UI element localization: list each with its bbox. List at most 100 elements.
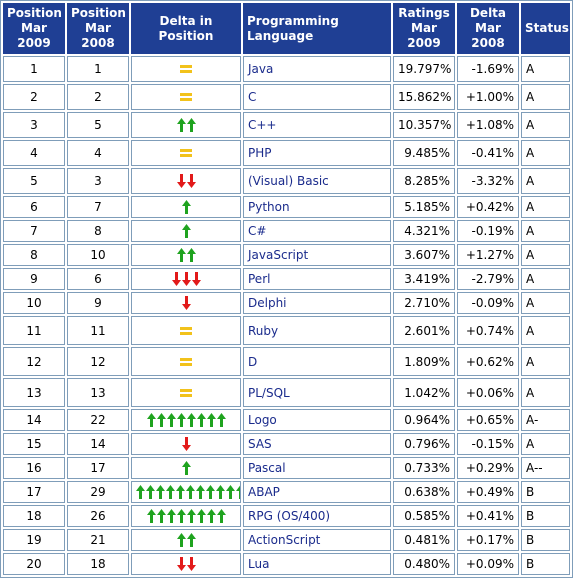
cell-delta-in-position — [131, 56, 241, 82]
cell-language[interactable]: RPG (OS/400) — [243, 505, 391, 527]
arrow-up-icon — [176, 485, 185, 500]
arrow-up-icon — [181, 200, 191, 215]
cell-ratings: 1.042% — [393, 378, 455, 407]
cell-ratings: 10.357% — [393, 112, 455, 138]
cell-delta-in-position — [131, 347, 241, 376]
cell-ratings: 0.480% — [393, 553, 455, 575]
arrows-up-group — [181, 200, 191, 215]
arrow-up-icon — [136, 485, 145, 500]
arrow-up-icon — [181, 461, 191, 476]
cell-language[interactable]: C — [243, 84, 391, 110]
arrows-up-group — [146, 509, 226, 524]
cell-delta: +0.17% — [457, 529, 519, 551]
table-row: 8 10 JavaScript 3.607% +1.27% A — [3, 244, 570, 266]
arrow-up-icon — [176, 509, 186, 524]
table-row: 1 1 Java 19.797% -1.69% A — [3, 56, 570, 82]
cell-language[interactable]: C# — [243, 220, 391, 242]
cell-language[interactable]: PHP — [243, 140, 391, 166]
cell-language[interactable]: Perl — [243, 268, 391, 290]
cell-language[interactable]: Delphi — [243, 292, 391, 314]
table-row: 11 11 Ruby 2.601% +0.74% A — [3, 316, 570, 345]
arrow-down-icon — [176, 557, 186, 572]
cell-language[interactable]: Java — [243, 56, 391, 82]
cell-position-2009: 9 — [3, 268, 65, 290]
arrows-up-group — [176, 533, 196, 548]
cell-language[interactable]: JavaScript — [243, 244, 391, 266]
cell-status: A-- — [521, 457, 570, 479]
table-row: 10 9 Delphi 2.710% -0.09% A — [3, 292, 570, 314]
equal-icon — [180, 357, 192, 366]
cell-language[interactable]: PL/SQL — [243, 378, 391, 407]
cell-position-2008: 8 — [67, 220, 129, 242]
arrows-up-group — [181, 224, 191, 239]
cell-position-2009: 6 — [3, 196, 65, 218]
cell-position-2009: 5 — [3, 168, 65, 194]
cell-language[interactable]: ActionScript — [243, 529, 391, 551]
cell-position-2008: 18 — [67, 553, 129, 575]
arrow-up-icon — [176, 533, 186, 548]
arrows-up-group — [146, 413, 226, 428]
cell-position-2009: 15 — [3, 433, 65, 455]
cell-position-2009: 10 — [3, 292, 65, 314]
cell-position-2008: 9 — [67, 292, 129, 314]
arrow-up-icon — [146, 485, 155, 500]
cell-delta-in-position — [131, 433, 241, 455]
cell-position-2008: 2 — [67, 84, 129, 110]
arrow-up-icon — [186, 248, 196, 263]
arrow-up-icon — [236, 485, 240, 500]
cell-ratings: 4.321% — [393, 220, 455, 242]
cell-ratings: 0.964% — [393, 409, 455, 431]
equal-icon — [180, 326, 192, 335]
cell-delta-in-position — [131, 505, 241, 527]
arrow-up-icon — [186, 413, 196, 428]
arrows-down-group — [181, 296, 191, 311]
cell-status: A- — [521, 409, 570, 431]
table-row: 19 21 ActionScript 0.481% +0.17% B — [3, 529, 570, 551]
cell-language[interactable]: Lua — [243, 553, 391, 575]
cell-position-2009: 1 — [3, 56, 65, 82]
cell-language[interactable]: Pascal — [243, 457, 391, 479]
arrow-up-icon — [176, 248, 186, 263]
arrow-down-icon — [186, 557, 196, 572]
arrow-down-icon — [181, 272, 191, 287]
cell-language[interactable]: D — [243, 347, 391, 376]
cell-language[interactable]: (Visual) Basic — [243, 168, 391, 194]
arrows-down-group — [171, 272, 201, 287]
cell-language[interactable]: Python — [243, 196, 391, 218]
cell-position-2009: 7 — [3, 220, 65, 242]
cell-language[interactable]: SAS — [243, 433, 391, 455]
table-row: 14 22 Logo 0.964% +0.65% A- — [3, 409, 570, 431]
cell-language[interactable]: ABAP — [243, 481, 391, 503]
equal-icon — [180, 386, 192, 400]
arrow-down-icon — [191, 272, 201, 287]
cell-delta: +1.00% — [457, 84, 519, 110]
cell-position-2009: 11 — [3, 316, 65, 345]
arrow-up-icon — [196, 413, 206, 428]
cell-ratings: 5.185% — [393, 196, 455, 218]
cell-delta-in-position — [131, 409, 241, 431]
arrows-up-group — [176, 118, 196, 133]
cell-position-2008: 26 — [67, 505, 129, 527]
cell-delta-in-position — [131, 112, 241, 138]
cell-status: A — [521, 347, 570, 376]
cell-position-2008: 21 — [67, 529, 129, 551]
cell-delta: -0.41% — [457, 140, 519, 166]
cell-status: A — [521, 168, 570, 194]
equal-icon — [180, 355, 192, 369]
arrow-up-icon — [186, 485, 195, 500]
arrow-up-icon — [166, 413, 176, 428]
cell-delta: +0.06% — [457, 378, 519, 407]
arrow-up-icon — [166, 509, 176, 524]
cell-delta-in-position — [131, 244, 241, 266]
cell-delta: -0.15% — [457, 433, 519, 455]
cell-delta: +0.74% — [457, 316, 519, 345]
cell-language[interactable]: Ruby — [243, 316, 391, 345]
cell-language[interactable]: Logo — [243, 409, 391, 431]
equal-icon — [180, 65, 192, 74]
arrow-up-icon — [206, 509, 216, 524]
cell-delta-in-position — [131, 220, 241, 242]
cell-language[interactable]: C++ — [243, 112, 391, 138]
table-row: 17 29 ABAP 0.638% +0.49% B — [3, 481, 570, 503]
cell-position-2009: 4 — [3, 140, 65, 166]
table-row: 5 3 (Visual) Basic 8.285% -3.32% A — [3, 168, 570, 194]
